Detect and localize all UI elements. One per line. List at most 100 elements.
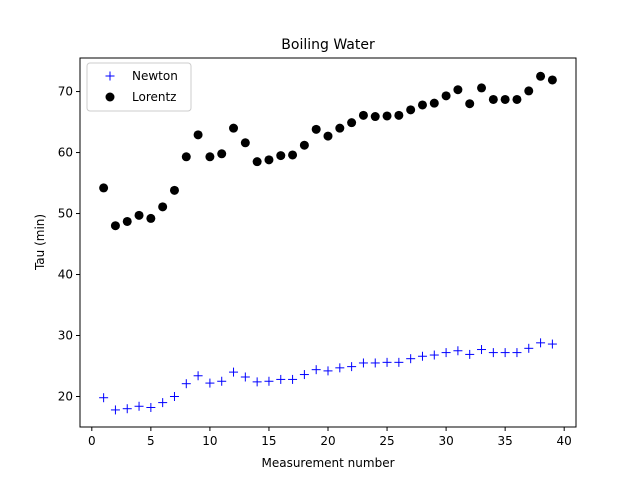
data-point-lorentz xyxy=(276,151,286,161)
marks-layer xyxy=(99,71,557,415)
data-point-newton xyxy=(240,372,250,382)
data-point-newton xyxy=(465,349,475,359)
data-point-lorentz xyxy=(500,94,510,104)
data-point-newton xyxy=(335,363,345,373)
data-point-newton xyxy=(158,398,168,408)
data-point-newton xyxy=(264,376,274,386)
data-point-newton xyxy=(536,338,546,348)
data-point-newton xyxy=(252,377,262,387)
data-point-lorentz xyxy=(382,111,392,121)
data-point-newton xyxy=(477,345,487,355)
data-point-lorentz xyxy=(240,138,250,148)
data-point-newton xyxy=(311,365,321,375)
data-point-lorentz xyxy=(406,105,416,115)
legend-symbol-newton xyxy=(105,71,115,81)
data-point-lorentz xyxy=(134,210,144,220)
data-point-newton xyxy=(229,367,239,377)
y-tick-label: 30 xyxy=(58,329,73,343)
legend-label-lorentz: Lorentz xyxy=(132,90,176,104)
data-point-newton xyxy=(134,401,144,411)
data-point-lorentz xyxy=(465,99,475,109)
data-point-newton xyxy=(193,371,203,381)
data-point-lorentz xyxy=(370,112,380,122)
y-tick-label: 50 xyxy=(58,207,73,221)
data-point-newton xyxy=(429,350,439,360)
data-point-lorentz xyxy=(217,149,227,159)
x-tick-label: 0 xyxy=(88,434,96,448)
x-tick-label: 40 xyxy=(557,434,572,448)
data-point-newton xyxy=(205,378,215,388)
data-point-lorentz xyxy=(99,183,109,193)
data-point-newton xyxy=(299,370,309,380)
data-point-lorentz xyxy=(417,100,427,110)
y-tick-label: 20 xyxy=(58,390,73,404)
data-point-newton xyxy=(99,393,109,403)
legend-marker-lorentz xyxy=(105,92,115,102)
y-tick-label: 40 xyxy=(58,268,73,282)
data-point-newton xyxy=(358,358,368,368)
data-point-newton xyxy=(524,343,534,353)
data-point-lorentz xyxy=(169,185,179,195)
data-point-lorentz xyxy=(158,202,168,212)
x-axis-title: Measurement number xyxy=(261,456,394,470)
x-tick-label: 15 xyxy=(261,434,276,448)
data-point-lorentz xyxy=(299,140,309,150)
data-point-lorentz xyxy=(335,123,345,133)
data-point-lorentz xyxy=(205,152,215,162)
data-point-newton xyxy=(441,348,451,358)
data-point-newton xyxy=(122,404,132,414)
data-point-lorentz xyxy=(110,221,120,231)
data-point-newton xyxy=(382,357,392,367)
data-point-newton xyxy=(276,374,286,384)
x-tick-label: 20 xyxy=(320,434,335,448)
data-point-lorentz xyxy=(477,83,487,93)
y-tick-label: 60 xyxy=(58,146,73,160)
data-point-newton xyxy=(453,346,463,356)
data-point-lorentz xyxy=(193,130,203,140)
legend-label-newton: Newton xyxy=(132,69,178,83)
data-point-newton xyxy=(394,357,404,367)
y-tick-label: 70 xyxy=(58,85,73,99)
data-point-newton xyxy=(169,392,179,402)
data-point-lorentz xyxy=(441,91,451,101)
data-point-newton xyxy=(347,362,357,372)
data-point-lorentz xyxy=(394,110,404,120)
x-tick-label: 10 xyxy=(202,434,217,448)
data-point-lorentz xyxy=(146,213,156,223)
data-point-newton xyxy=(110,405,120,415)
data-point-lorentz xyxy=(453,85,463,95)
data-point-lorentz xyxy=(181,152,191,162)
x-tick-label: 35 xyxy=(498,434,513,448)
x-tick-label: 5 xyxy=(147,434,155,448)
data-point-lorentz xyxy=(252,157,262,167)
data-point-lorentz xyxy=(358,110,368,120)
x-tick-label: 30 xyxy=(438,434,453,448)
data-point-lorentz xyxy=(512,94,522,104)
data-point-newton xyxy=(146,402,156,412)
chart-title: Boiling Water xyxy=(281,37,375,53)
data-point-newton xyxy=(288,374,298,384)
data-point-lorentz xyxy=(488,94,498,104)
data-point-newton xyxy=(488,348,498,358)
x-tick-label: 25 xyxy=(379,434,394,448)
data-point-lorentz xyxy=(311,124,321,134)
data-point-newton xyxy=(512,348,522,358)
data-point-lorentz xyxy=(429,98,439,108)
data-point-lorentz xyxy=(536,71,546,81)
ticks-layer: 0 5 10 15 20 25 30 35 40 20 30 40 50 60 70 xyxy=(58,85,572,448)
data-point-lorentz xyxy=(323,131,333,141)
data-point-lorentz xyxy=(229,123,239,133)
data-point-newton xyxy=(417,351,427,361)
legend: Newton Lorentz xyxy=(86,62,192,112)
data-point-newton xyxy=(500,348,510,358)
data-point-newton xyxy=(181,379,191,389)
data-point-newton xyxy=(406,354,416,364)
data-point-lorentz xyxy=(347,118,357,128)
data-point-newton xyxy=(370,358,380,368)
data-point-newton xyxy=(217,376,227,386)
data-point-lorentz xyxy=(122,216,132,226)
data-point-newton xyxy=(323,366,333,376)
legend-symbol-lorentz xyxy=(105,92,115,102)
data-point-lorentz xyxy=(547,75,557,85)
